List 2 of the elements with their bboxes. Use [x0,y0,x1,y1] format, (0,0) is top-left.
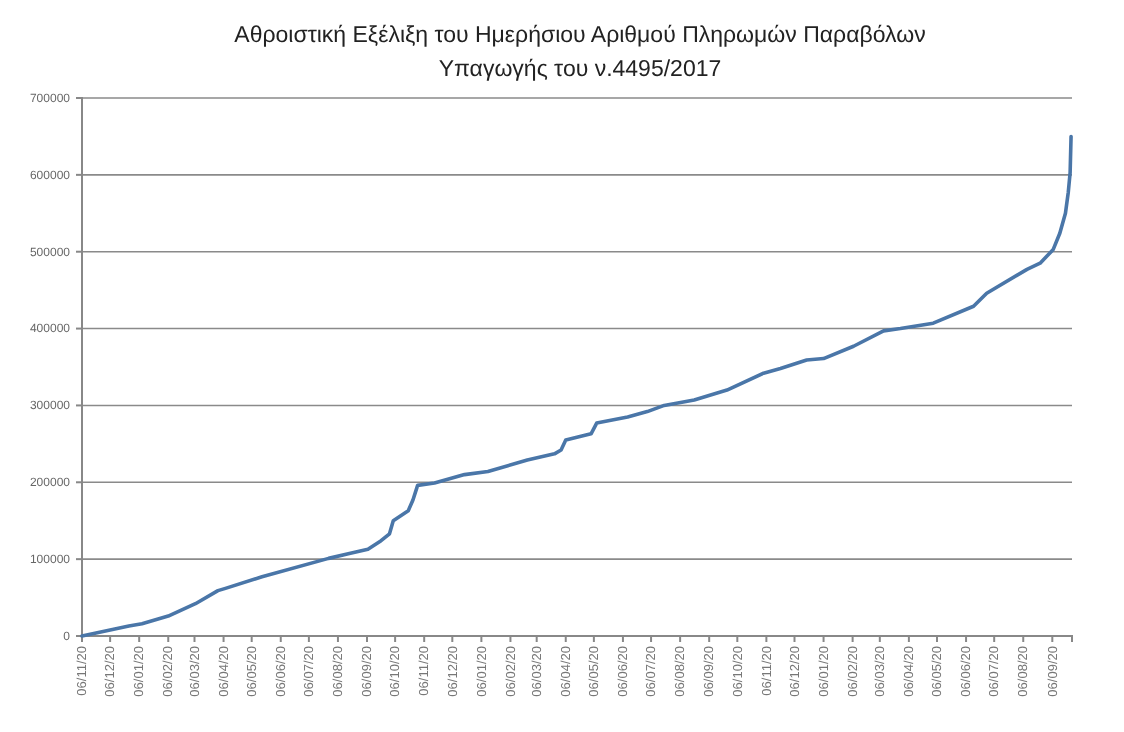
line-series [80,134,1073,638]
chart-title: Αθροιστική Εξέλιξη του Ημερήσιου Αριθμού Πληρωμών Παραβόλων Υπαγωγής του ν.4495/2017 [234,24,927,82]
